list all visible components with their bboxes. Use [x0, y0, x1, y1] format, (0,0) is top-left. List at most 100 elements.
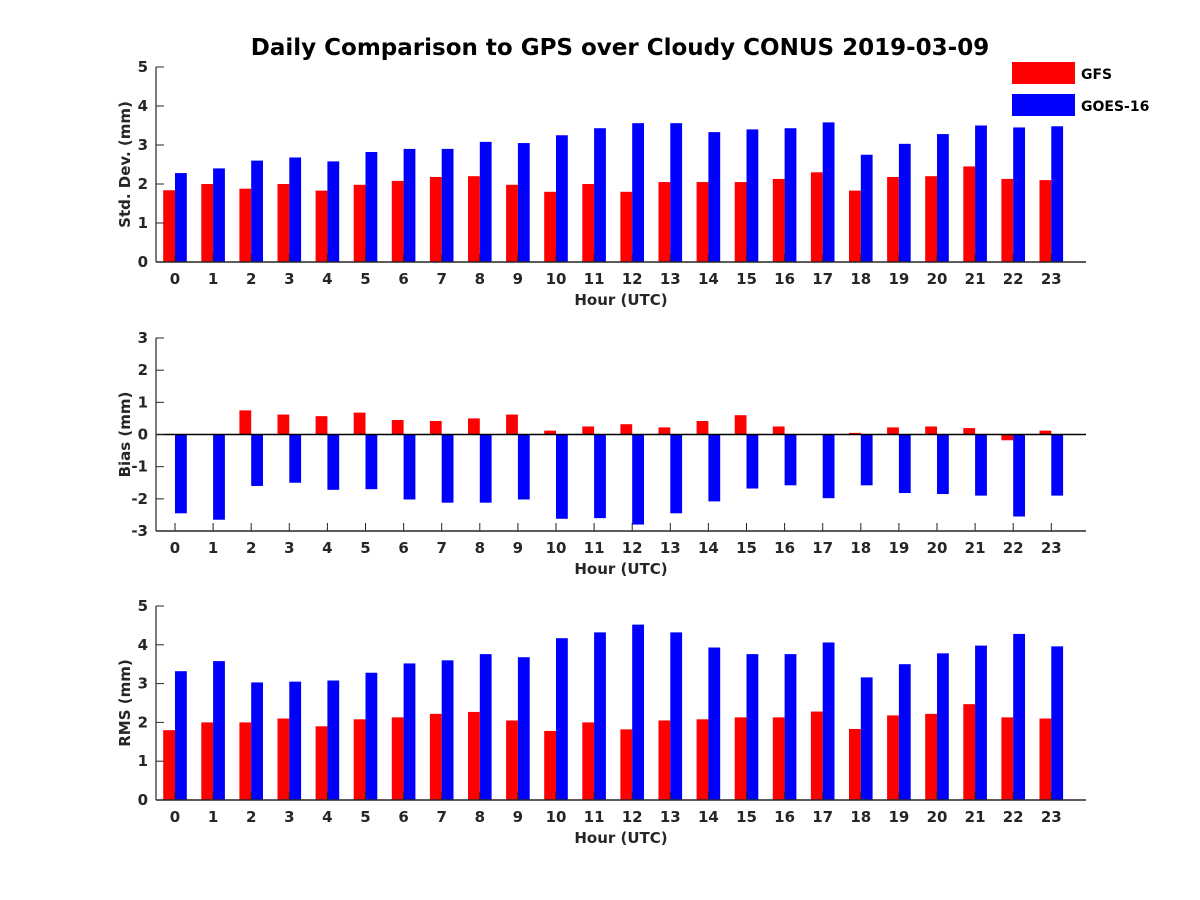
std-dev-bar-gfs-10	[544, 191, 556, 262]
bias-bar-goes16-21	[975, 434, 987, 496]
bias-bar-goes16-7	[441, 434, 454, 503]
std-dev-bar-goes16-23	[1051, 126, 1064, 262]
rms-x-tick-label: 7	[436, 808, 446, 826]
std-dev-bar-goes16-19	[898, 143, 911, 262]
bias-bar-gfs-12	[620, 424, 633, 435]
bias-bar-goes16-6	[403, 434, 416, 500]
std-dev-bar-gfs-17	[810, 172, 823, 262]
rms-y-tick-label: 4	[138, 636, 148, 654]
rms-bar-gfs-5	[353, 719, 366, 800]
std-dev-bar-gfs-8	[468, 176, 480, 262]
rms-x-tick-label: 15	[736, 808, 757, 826]
rms-x-tick-label: 23	[1041, 808, 1062, 826]
bias-bar-gfs-6	[391, 420, 404, 435]
bias-bar-goes16-19	[898, 434, 911, 494]
rms-bar-goes16-22	[1013, 633, 1025, 800]
std-dev-bar-gfs-20	[925, 176, 937, 262]
std-dev-bar-gfs-18	[849, 190, 861, 262]
std-dev-bar-gfs-13	[658, 182, 671, 262]
std-dev-x-tick-label: 18	[850, 270, 871, 288]
bias-x-tick-label: 6	[398, 539, 408, 557]
std-dev-y-tick-label: 1	[138, 214, 148, 232]
std-dev-y-tick-label: 2	[138, 175, 148, 193]
bias-x-tick-label: 16	[774, 539, 795, 557]
bias-x-tick-label: 9	[513, 539, 523, 557]
std-dev-bar-goes16-21	[975, 125, 987, 262]
bias-bar-goes16-14	[708, 434, 721, 502]
bias-bar-goes16-8	[479, 434, 492, 503]
bias-bar-gfs-2	[239, 410, 252, 435]
rms-bar-goes16-18	[860, 677, 873, 800]
std-dev-bar-goes16-15	[746, 129, 759, 262]
bias-bar-gfs-8	[468, 418, 480, 435]
bias-x-tick-label: 11	[584, 539, 605, 557]
rms-bar-goes16-7	[441, 660, 454, 800]
legend-label-goes16: GOES-16	[1081, 99, 1149, 115]
rms-bar-gfs-2	[239, 722, 252, 800]
bias-bar-goes16-2	[251, 434, 263, 486]
std-dev-bar-gfs-5	[353, 184, 366, 262]
rms-y-tick-label: 2	[138, 713, 148, 731]
std-dev-bar-gfs-4	[315, 190, 328, 262]
std-dev-x-tick-label: 17	[812, 270, 833, 288]
std-dev-bar-goes16-1	[213, 168, 225, 262]
std-dev-bar-goes16-8	[479, 141, 492, 262]
bias-y-tick-label: 3	[138, 329, 148, 347]
bias-bar-goes16-20	[937, 434, 949, 495]
std-dev-x-tick-label: 4	[322, 270, 332, 288]
std-dev-y-tick-label: 4	[138, 97, 148, 115]
std-dev-bar-goes16-22	[1013, 127, 1025, 262]
std-dev-x-tick-label: 5	[360, 270, 370, 288]
std-dev-x-tick-label: 14	[698, 270, 719, 288]
bias-bar-gfs-19	[887, 427, 899, 435]
rms-bar-gfs-7	[429, 713, 442, 800]
std-dev-bar-gfs-16	[772, 178, 785, 262]
bias-bar-goes16-15	[746, 434, 759, 489]
bias-y-tick-label: 2	[138, 361, 148, 379]
rms-bar-gfs-14	[696, 719, 709, 800]
legend: GFS GOES-16	[1012, 62, 1149, 116]
rms-x-tick-label: 22	[1003, 808, 1024, 826]
rms-x-tick-label: 16	[774, 808, 795, 826]
rms-x-tick-label: 18	[850, 808, 871, 826]
std-dev-x-tick-label: 0	[170, 270, 180, 288]
std-dev-bar-goes16-13	[670, 123, 683, 262]
bias-x-tick-label: 3	[284, 539, 294, 557]
bias-x-tick-label: 18	[850, 539, 871, 557]
bias-bar-gfs-20	[925, 426, 937, 435]
bias-bar-goes16-22	[1013, 434, 1025, 517]
std-dev-x-tick-label: 12	[622, 270, 643, 288]
rms-x-tick-label: 1	[208, 808, 218, 826]
bias-x-tick-label: 4	[322, 539, 332, 557]
rms-bar-gfs-0	[163, 730, 175, 800]
rms-x-axis-label: Hour (UTC)	[574, 829, 667, 847]
std-dev-x-tick-label: 7	[436, 270, 446, 288]
bias-x-tick-label: 10	[546, 539, 567, 557]
std-dev-y-tick-label: 5	[138, 58, 148, 76]
rms-bar-gfs-3	[277, 718, 290, 800]
rms-x-tick-label: 20	[927, 808, 948, 826]
std-dev-x-tick-label: 16	[774, 270, 795, 288]
bias-bar-gfs-23	[1039, 430, 1052, 435]
bias-bar-goes16-16	[784, 434, 797, 486]
rms-bar-goes16-1	[213, 661, 225, 800]
bias-x-tick-label: 5	[360, 539, 370, 557]
bias-x-tick-label: 23	[1041, 539, 1062, 557]
rms-bar-goes16-12	[632, 624, 644, 800]
rms-bar-gfs-15	[734, 717, 747, 800]
bias-bar-goes16-9	[517, 434, 530, 500]
bias-bar-gfs-14	[696, 420, 709, 435]
std-dev-bar-gfs-6	[391, 180, 404, 262]
rms-bar-gfs-21	[963, 704, 976, 800]
rms-x-tick-label: 17	[812, 808, 833, 826]
rms-bar-goes16-15	[746, 654, 759, 800]
rms-bar-goes16-9	[517, 657, 530, 800]
chart-title: Daily Comparison to GPS over Cloudy CONU…	[251, 35, 989, 61]
rms-x-tick-label: 5	[360, 808, 370, 826]
bias-bar-gfs-9	[506, 414, 518, 435]
bias-x-tick-label: 14	[698, 539, 719, 557]
std-dev-y-tick-label: 3	[138, 136, 148, 154]
rms-bar-goes16-21	[975, 645, 987, 800]
